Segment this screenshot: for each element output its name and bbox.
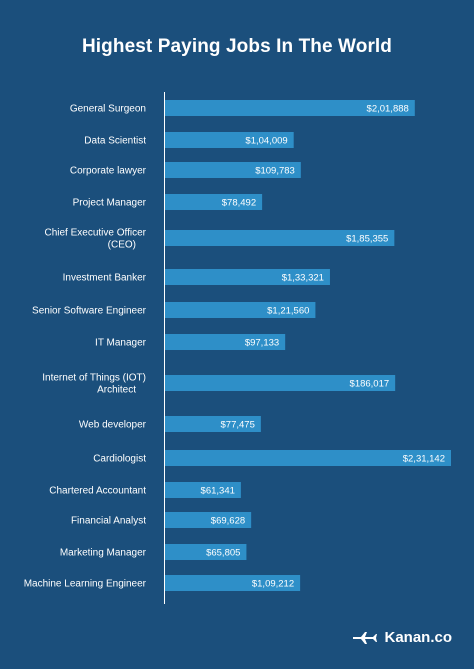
bar (165, 269, 330, 285)
bar (165, 100, 415, 116)
bar (165, 162, 301, 178)
category-label: IT Manager (95, 338, 147, 349)
bar-value-label: $78,492 (222, 198, 256, 209)
bar-value-label: $77,475 (221, 420, 255, 431)
category-label: General Surgeon (70, 104, 146, 115)
category-label: Internet of Things (IOT) (42, 373, 146, 384)
airplane-logo-icon (353, 631, 378, 644)
category-label: Project Manager (73, 198, 147, 209)
category-label: Corporate lawyer (70, 166, 147, 177)
category-label: Senior Software Engineer (32, 306, 147, 317)
bar (165, 512, 252, 528)
bar-value-label: $97,133 (245, 338, 279, 349)
bar (165, 544, 247, 560)
bar (165, 132, 294, 148)
category-label: Architect (97, 385, 136, 396)
brand: Kanan.co (352, 629, 452, 646)
bar-value-label: $1,85,355 (346, 234, 388, 245)
category-label: Web developer (79, 420, 147, 431)
category-label: Data Scientist (84, 136, 146, 147)
category-label: Financial Analyst (71, 516, 146, 527)
chart-title: Highest Paying Jobs In The World (81, 36, 393, 57)
bar (165, 194, 263, 210)
bar-value-label: $1,09,212 (252, 579, 294, 590)
bar (165, 334, 286, 350)
brand-name: Kanan.co (384, 629, 452, 646)
bar-value-label: $1,21,560 (267, 306, 309, 317)
bar-value-label: $1,33,321 (282, 273, 324, 284)
bar-value-label: $61,341 (201, 486, 235, 497)
category-label: Chartered Accountant (49, 486, 146, 497)
bar (165, 482, 241, 498)
bar (165, 416, 261, 432)
bar (165, 302, 316, 318)
bar-value-label: $1,04,009 (245, 136, 287, 147)
bar-value-label: $186,017 (350, 379, 390, 390)
category-label: Marketing Manager (60, 548, 147, 559)
category-label: Chief Executive Officer (44, 228, 146, 239)
bar (165, 375, 396, 391)
bar-value-label: $2,31,142 (403, 454, 445, 465)
bar-value-label: $69,628 (211, 516, 245, 527)
category-label: Investment Banker (63, 273, 147, 284)
category-label: Cardiologist (93, 454, 146, 465)
bar-value-label: $2,01,888 (367, 104, 409, 115)
category-label: Machine Learning Engineer (24, 579, 147, 590)
bar (165, 230, 395, 246)
bar (165, 450, 451, 466)
bar (165, 575, 301, 591)
category-label: (CEO) (108, 240, 136, 251)
bar-value-label: $109,783 (255, 166, 295, 177)
bar-value-label: $65,805 (206, 548, 240, 559)
